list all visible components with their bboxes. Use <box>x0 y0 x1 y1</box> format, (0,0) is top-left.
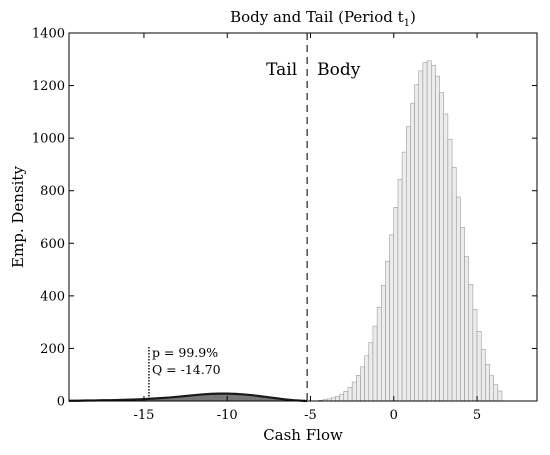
quantile-probability-annotation: p = 99.9% <box>152 345 218 360</box>
y-tick-label: 1000 <box>32 132 65 147</box>
histogram-bar <box>335 396 340 402</box>
histogram-bar <box>443 113 449 402</box>
y-tick-label: 200 <box>40 342 65 357</box>
histogram-bar <box>426 60 432 402</box>
histogram-bar <box>410 103 415 402</box>
x-tick-label: 5 <box>473 408 481 423</box>
x-tick-label: -15 <box>133 408 154 423</box>
histogram-bar <box>364 355 370 402</box>
y-tick-label: 1200 <box>32 79 65 94</box>
x-tick-label: -10 <box>217 408 238 423</box>
x-tick-label: 0 <box>390 408 398 423</box>
body-histogram-bars <box>318 60 503 402</box>
histogram-bar <box>489 375 494 402</box>
histogram-bar <box>381 285 386 402</box>
tail-density-outline <box>69 392 308 403</box>
histogram-bar <box>393 207 399 402</box>
x-tick-label: -5 <box>304 408 317 423</box>
histogram-bar <box>422 62 428 402</box>
histogram-bar <box>385 260 390 402</box>
y-tick-label: 1400 <box>32 27 65 42</box>
histogram-bar <box>351 381 357 402</box>
tail-density <box>69 392 308 403</box>
histogram-bar <box>447 138 453 402</box>
histogram-bar <box>347 387 353 402</box>
histogram-bar <box>397 179 403 402</box>
plot-frame <box>68 32 538 402</box>
quantile-value-annotation: Q = -14.70 <box>152 362 221 377</box>
tail-region-label: Tail <box>266 60 297 80</box>
histogram-bar <box>497 390 503 402</box>
histogram-bar <box>476 331 482 402</box>
y-axis-ticks: 0 200 400 600 800 1000 1200 1400 <box>32 27 537 410</box>
y-tick-label: 0 <box>57 395 65 410</box>
y-tick-label: 400 <box>40 289 65 304</box>
chart-title: Body and Tail (Period t1) <box>230 8 416 29</box>
histogram-bar <box>480 349 486 402</box>
body-region-label: Body <box>317 60 361 80</box>
histogram-bar <box>418 70 424 402</box>
histogram-bar <box>376 306 382 402</box>
histogram-bar <box>406 126 411 402</box>
x-axis-title: Cash Flow <box>263 426 343 444</box>
histogram-bar <box>435 75 440 402</box>
histogram-bar <box>368 342 374 402</box>
histogram-bar <box>430 65 436 402</box>
histogram-bar <box>360 366 365 402</box>
histogram-bar <box>460 227 465 402</box>
histogram-bar <box>468 284 474 402</box>
histogram-bar <box>493 384 499 402</box>
histogram-bar <box>464 256 469 402</box>
histogram-bar <box>455 196 461 402</box>
histogram-bar <box>356 374 361 402</box>
y-tick-label: 600 <box>40 237 65 252</box>
histogram-bar <box>472 309 478 402</box>
y-axis-title: Emp. Density <box>9 166 27 268</box>
histogram-bar <box>339 393 345 402</box>
histogram-bar <box>439 92 444 402</box>
x-axis-ticks: -15 -10 -5 0 5 <box>133 33 481 423</box>
y-tick-label: 800 <box>40 184 65 199</box>
histogram-bar <box>485 363 490 402</box>
histogram-bar <box>414 84 420 402</box>
histogram-bar <box>401 151 407 402</box>
histogram-bar <box>343 391 349 402</box>
histogram-bar <box>451 167 457 402</box>
histogram-bar <box>372 325 378 402</box>
histogram-bar <box>389 234 395 402</box>
